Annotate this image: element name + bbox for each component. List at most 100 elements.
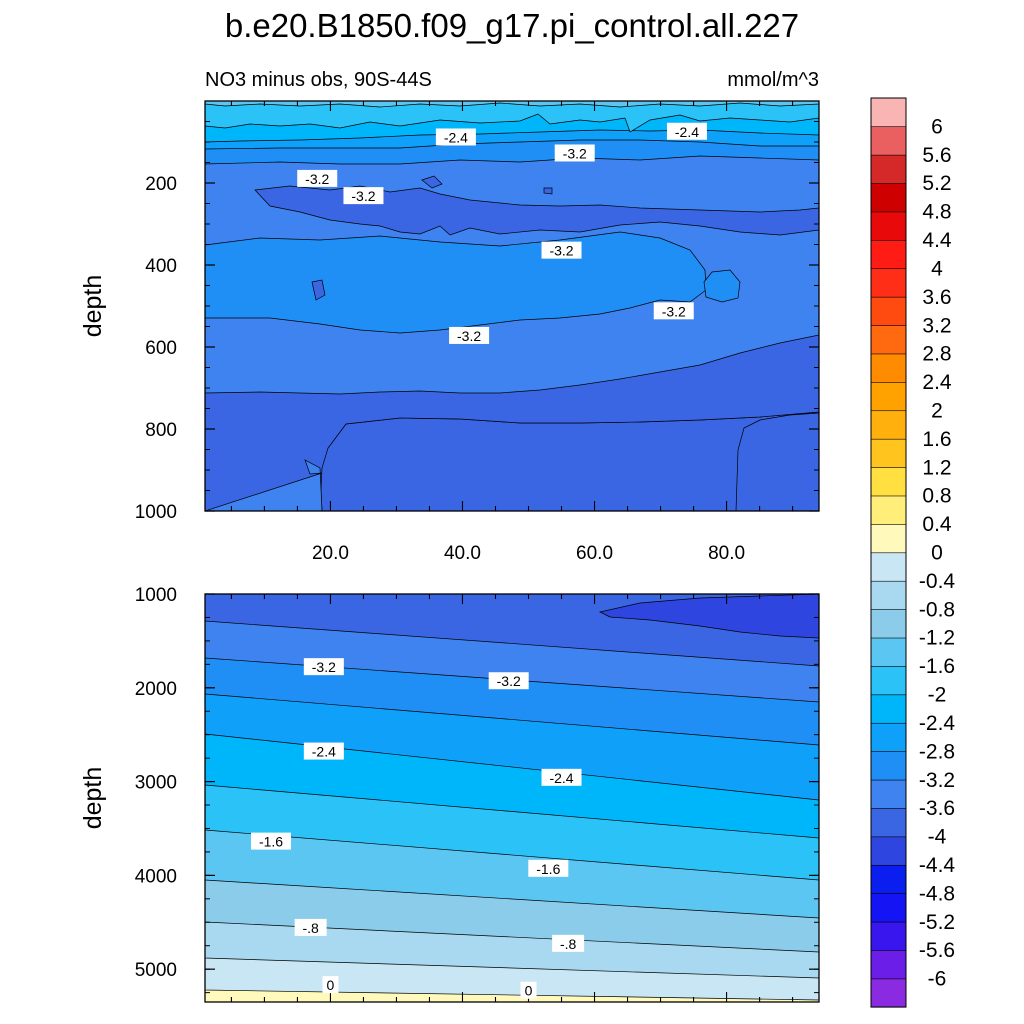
contour-label: -3.2 <box>554 144 595 162</box>
colorbar-swatch <box>870 438 907 468</box>
colorbar-level-label: 5.2 <box>922 172 951 195</box>
contour-label-box <box>303 742 344 760</box>
colorbar-level-label: -3.2 <box>919 769 955 792</box>
y-tick-label: 1000 <box>135 585 177 606</box>
contour-label-text: 0 <box>327 977 335 993</box>
colorbar-level-label: 2.4 <box>922 371 952 394</box>
colorbar-level-label: 4.8 <box>922 201 951 224</box>
fill-band <box>205 459 323 511</box>
contour-label-text: -3.2 <box>312 659 336 675</box>
fill-band <box>703 269 741 303</box>
contour-label-text: -.8 <box>302 920 319 936</box>
contour-label-text: -2.4 <box>675 124 699 140</box>
contour-label-box <box>541 768 582 786</box>
contour-label: -3.2 <box>297 169 338 187</box>
contour-label-text: -3.2 <box>457 328 481 344</box>
colorbar-swatch <box>870 921 907 951</box>
contour-label: -2.4 <box>666 122 707 140</box>
colorbar-frame <box>870 97 907 1008</box>
contour-label-text: -3.2 <box>305 171 329 187</box>
contour-label: 0 <box>322 976 339 994</box>
colorbar-swatch <box>870 836 907 866</box>
colorbar-swatch <box>870 182 907 213</box>
lower-plot-frame <box>204 593 820 1003</box>
contour-label-box <box>435 128 476 146</box>
colorbar: -6 -5.6 -5.2 -4.8 -4.4 -4 -3.6 -3.2 -2.8 -2.4 -2 -1… <box>870 97 956 1008</box>
contour-label-box <box>554 144 595 162</box>
contour-label-text: -3.2 <box>351 188 375 204</box>
contour-label-box <box>653 302 694 320</box>
contour-label-text: -2.4 <box>549 770 573 786</box>
colorbar-level-label: -2.4 <box>919 712 956 735</box>
x-tick-label: 60.0 <box>576 543 613 564</box>
contour-label: -.8 <box>294 918 327 936</box>
y-tick-label: 4000 <box>135 866 177 887</box>
colorbar-level-label: -5.2 <box>919 911 955 934</box>
y-tick-label: 200 <box>145 174 177 195</box>
fill-band <box>735 412 819 511</box>
blob-contours <box>254 175 819 236</box>
contour-label-text: -1.6 <box>536 861 560 877</box>
contour-label-box <box>251 832 292 850</box>
colorbar-level-label: -1.2 <box>919 627 955 650</box>
colorbar-swatch <box>870 978 907 1008</box>
contour-label-box <box>541 241 582 259</box>
contour-label-text: -.8 <box>560 936 577 952</box>
contour-label: -2.4 <box>541 768 582 786</box>
upper-axis: 200 400 600 800 1000 20.0 40.0 60.0 80.0 <box>135 100 819 564</box>
colorbar-swatch <box>870 154 907 184</box>
contour-label-box <box>552 934 585 952</box>
contour-label: -3.2 <box>653 302 694 320</box>
lower-axis: 1000 2000 3000 4000 5000 <box>135 585 819 1002</box>
colorbar-swatch <box>870 779 907 809</box>
colorbar-swatch <box>870 97 907 128</box>
contour-label-text: -1.6 <box>259 834 283 850</box>
colorbar-swatch <box>870 381 907 412</box>
colorbar-level-label: 4 <box>931 257 943 280</box>
colorbar-swatch <box>870 694 907 724</box>
colorbar-swatch <box>870 751 907 781</box>
colorbar-level-label: 2 <box>931 399 943 422</box>
contour-label-text: 0 <box>525 983 533 999</box>
fill-band <box>205 101 819 108</box>
lower-panel: 1000 2000 3000 4000 5000 -3.2 -3.2 -2.4 -2.4 -1.… <box>135 585 820 1003</box>
colorbar-swatch <box>870 580 907 610</box>
colorbar-swatch <box>870 864 907 894</box>
colorbar-swatch <box>870 523 907 554</box>
colorbar-level-label: -0.4 <box>919 570 956 593</box>
fill-band <box>205 101 819 133</box>
fill-band <box>205 334 819 511</box>
colorbar-swatch <box>870 239 907 270</box>
colorbar-level-label: -4 <box>928 826 947 849</box>
colorbar-swatch <box>870 949 907 980</box>
colorbar-level-label: 1.2 <box>922 456 951 479</box>
contour-label: -3.2 <box>343 187 384 205</box>
contour-label-text: -3.2 <box>497 673 521 689</box>
contour-label-text: -2.4 <box>312 744 336 760</box>
colorbar-swatch <box>870 722 907 752</box>
colorbar-level-label: 5.6 <box>922 144 951 167</box>
y-tick-label: 600 <box>145 338 177 359</box>
contour-label: -1.6 <box>251 832 292 850</box>
colorbar-swatch <box>870 552 907 582</box>
colorbar-swatch <box>870 665 907 696</box>
lower-ylabel: depth <box>79 767 107 830</box>
colorbar-swatch <box>870 495 907 525</box>
y-tick-label: 5000 <box>135 960 177 981</box>
colorbar-level-label: 2.8 <box>922 343 951 366</box>
colorbar-level-label: -3.6 <box>919 797 955 820</box>
colorbar-level-label: -2.8 <box>919 740 955 763</box>
colorbar-swatch <box>870 126 907 156</box>
colorbar-level-label: -0.8 <box>919 598 955 621</box>
colorbar-level-label: -2 <box>928 684 947 707</box>
contour-label-box <box>294 918 327 936</box>
contour-label: 0 <box>520 981 537 999</box>
x-tick-label: 20.0 <box>312 543 349 564</box>
colorbar-swatch <box>870 609 907 639</box>
figure-title: b.e20.B1850.f09_g17.pi_control.all.227 <box>225 7 799 44</box>
contour-label: -2.4 <box>435 128 476 146</box>
colorbar-level-label: 1.6 <box>922 428 951 451</box>
colorbar-swatch <box>870 466 907 497</box>
colorbar-level-label: -4.8 <box>919 882 955 905</box>
